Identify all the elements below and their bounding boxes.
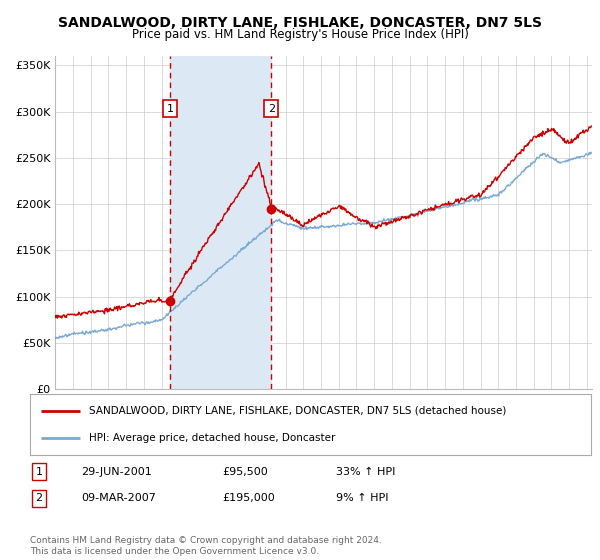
Text: 1: 1 <box>35 466 43 477</box>
Text: 2: 2 <box>268 104 275 114</box>
Text: 33% ↑ HPI: 33% ↑ HPI <box>336 466 395 477</box>
Text: 1: 1 <box>167 104 174 114</box>
Text: £195,000: £195,000 <box>222 493 275 503</box>
Text: 29-JUN-2001: 29-JUN-2001 <box>81 466 152 477</box>
Text: £95,500: £95,500 <box>222 466 268 477</box>
Text: Price paid vs. HM Land Registry's House Price Index (HPI): Price paid vs. HM Land Registry's House … <box>131 28 469 41</box>
Text: HPI: Average price, detached house, Doncaster: HPI: Average price, detached house, Donc… <box>89 433 335 444</box>
Bar <box>170 56 271 389</box>
Text: 09-MAR-2007: 09-MAR-2007 <box>81 493 156 503</box>
Text: Contains HM Land Registry data © Crown copyright and database right 2024.
This d: Contains HM Land Registry data © Crown c… <box>30 536 382 556</box>
Text: SANDALWOOD, DIRTY LANE, FISHLAKE, DONCASTER, DN7 5LS: SANDALWOOD, DIRTY LANE, FISHLAKE, DONCAS… <box>58 16 542 30</box>
Text: 9% ↑ HPI: 9% ↑ HPI <box>336 493 389 503</box>
Text: SANDALWOOD, DIRTY LANE, FISHLAKE, DONCASTER, DN7 5LS (detached house): SANDALWOOD, DIRTY LANE, FISHLAKE, DONCAS… <box>89 405 506 416</box>
Text: 2: 2 <box>35 493 43 503</box>
